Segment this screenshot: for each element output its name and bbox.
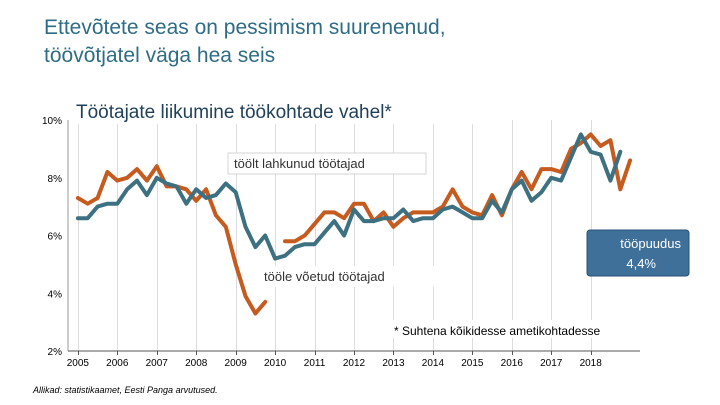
y-tick-label: 8% [48,174,63,185]
x-tick-label: 2006 [106,358,129,369]
slide-title: Ettevõtete seas on pessimism suurenenud,… [44,14,524,70]
unemployment-callout-title: tööpuudus [620,236,681,251]
x-tick-label: 2011 [304,358,326,369]
left-series-label-box [227,152,427,175]
x-tick-label: 2005 [67,358,90,369]
series-lines [75,132,633,316]
footnote-box [390,320,648,338]
x-tick-label: 2007 [146,358,169,369]
x-tick-label: 2017 [540,358,563,369]
slide-title-line-1: Ettevõtete seas on pessimism suurenenud, [44,16,446,39]
left-series-label: töölt lahkunud töötajad [234,156,365,171]
chart-grid [78,120,592,351]
x-tick-label: 2009 [225,358,248,369]
x-tick-label: 2012 [343,358,366,369]
chart-title-box [72,96,480,124]
series-line-hired-workers [75,132,623,261]
y-tick-label: 6% [48,232,63,243]
y-tick-label: 2% [48,347,63,358]
x-tick-label: 2013 [382,358,405,369]
unemployment-callout-value: 4,4% [626,256,656,271]
unemployment-callout [586,229,690,277]
y-tick-label: 4% [48,289,63,300]
x-tick-label: 2008 [185,358,208,369]
hired-series-label-box [262,266,434,287]
hired-series-label: tööle võetud töötajad [264,269,385,284]
x-tick-label: 2010 [264,358,287,369]
x-tick-labels: 2005 2006 2007 2008 2009 2010 2011 2012 2013 2014… [67,351,603,369]
x-tick-label: 2018 [580,358,603,369]
y-tick-label: 10% [42,116,62,127]
x-tick-label: 2015 [461,358,484,369]
chart-title: Töötajate liikumine töökohtade vahel* [76,102,392,123]
slide-title-line-2: töövõtjatel väga hea seis [44,44,276,67]
x-tick-label: 2016 [501,358,524,369]
source-note: Allikad: statistikaamet, Eesti Panga arv… [32,385,218,395]
chart-footnote: * Suhtena kõikidesse ametikohtadesse [394,324,600,338]
x-tick-label: 2014 [422,358,445,369]
y-tick-labels: 2% 4% 6% 8% 10% [42,116,62,358]
